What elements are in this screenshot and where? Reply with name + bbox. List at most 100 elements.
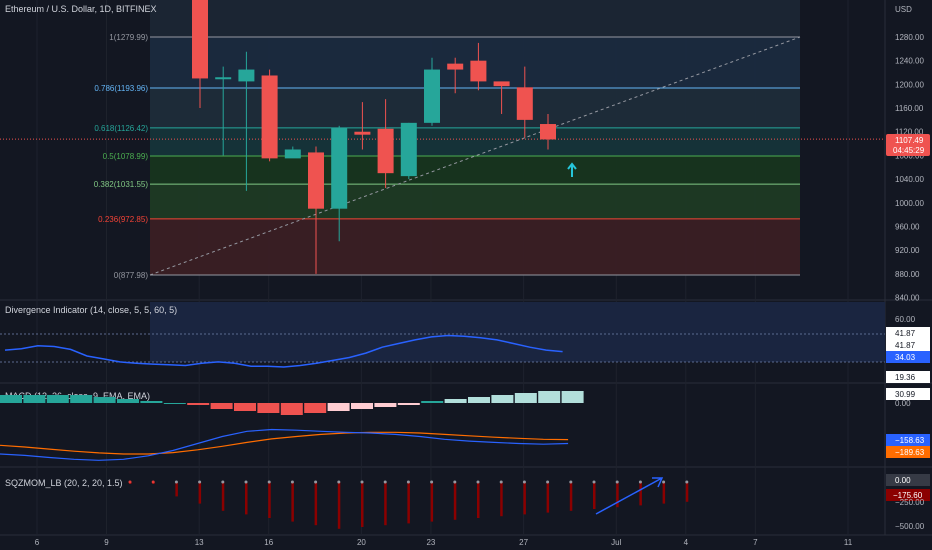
fib-level-label: 0(877.98) — [114, 271, 149, 280]
macd-histogram-bar — [444, 399, 467, 403]
sqzmom-tick: −250.00 — [895, 498, 925, 507]
sqzmom-bar — [616, 482, 619, 508]
divergence-line — [4, 334, 563, 368]
time-tick: 16 — [264, 538, 273, 547]
macd-line — [0, 428, 569, 461]
divergence-value-c: 34.03 — [895, 353, 916, 362]
price-tick: 920.00 — [895, 246, 920, 255]
fib-zone — [150, 127, 800, 157]
price-tick: 1280.00 — [895, 33, 924, 42]
candle-body — [354, 131, 371, 135]
macd-histogram-bar — [70, 395, 93, 403]
sqzmom-label: SQZMOM_LB (20, 2, 20, 1.5) — [5, 478, 123, 488]
sqzmom-bar — [477, 482, 480, 518]
fib-zone-above — [150, 0, 800, 38]
macd-histogram-bar — [351, 403, 373, 409]
sqzmom-dot — [267, 480, 271, 484]
macd-histogram-bar — [304, 403, 327, 413]
time-tick: Jul — [611, 538, 621, 547]
candle-body — [331, 127, 348, 209]
sqzmom-dot — [569, 480, 573, 484]
macd-histogram-bar — [187, 403, 210, 405]
sqzmom-dot — [430, 480, 434, 484]
fib-zone — [150, 218, 800, 276]
macd-pane — [0, 385, 885, 465]
macd-histogram-bar — [397, 403, 420, 405]
last-price-badge — [886, 134, 930, 156]
macd-histogram-bar — [46, 395, 69, 403]
sqzmom-bar — [245, 482, 248, 515]
macd-histogram-bar — [561, 391, 584, 403]
price-tick: 1200.00 — [895, 80, 924, 89]
macd-histogram-bar — [491, 395, 514, 403]
candle-body — [447, 63, 464, 70]
divergence-label: Divergence Indicator (14, close, 5, 5, 6… — [5, 305, 177, 315]
price-tick: 1160.00 — [895, 104, 924, 113]
candle-body — [377, 128, 394, 174]
candle-body — [261, 75, 278, 159]
divergence-badge-c — [886, 351, 930, 363]
candle-body — [284, 149, 301, 159]
time-tick: 11 — [844, 538, 853, 547]
sqzmom-bar — [268, 482, 271, 518]
sqzmom-bar — [662, 482, 666, 504]
divergence-band — [150, 302, 885, 362]
fib-zone — [150, 184, 800, 219]
divergence-badge-b — [886, 339, 930, 351]
sqzmom-bar — [291, 482, 294, 522]
bar-countdown: 04:45:29 — [893, 146, 925, 155]
macd-value-d: −189.63 — [895, 448, 925, 457]
divergence-badge-a — [886, 327, 930, 339]
time-tick: 9 — [104, 538, 109, 547]
candle-body — [493, 81, 510, 87]
macd-histogram-bar — [210, 403, 233, 409]
sqzmom-bar — [453, 482, 457, 520]
macd-histogram-bar — [327, 403, 350, 411]
sqzmom-bar — [314, 482, 318, 526]
macd-value-b: 30.99 — [895, 390, 916, 399]
time-tick: 23 — [426, 538, 435, 547]
sqzmom-bar — [198, 482, 202, 504]
macd-histogram-bar — [117, 399, 139, 403]
sqzmom-dot — [337, 480, 341, 484]
fib-level-label: 0.618(1126.42) — [94, 124, 148, 133]
fib-trend-line — [149, 36, 801, 276]
sqzmom-zero-tick: 0.00 — [895, 476, 911, 485]
macd-badge-a — [886, 371, 930, 383]
sqzmom-dot — [151, 480, 155, 484]
candle-body — [516, 87, 533, 120]
price-tick: 1040.00 — [895, 175, 924, 184]
sqzmom-dot — [406, 480, 410, 484]
time-tick: 27 — [519, 538, 528, 547]
sqzmom-bar — [546, 482, 550, 513]
fib-level-label: 0.382(1031.55) — [94, 180, 149, 189]
macd-value-a: 19.36 — [895, 373, 916, 382]
price-tick: 1000.00 — [895, 199, 924, 208]
sqzmom-bar — [685, 482, 689, 502]
macd-histogram-bar — [163, 403, 186, 404]
macd-zero-tick: 0.00 — [895, 399, 911, 408]
up-arrow-icon — [567, 162, 577, 177]
candle-body — [400, 122, 417, 177]
sqzmom-dot — [174, 480, 178, 484]
sqzmom-bar — [384, 482, 387, 526]
sqzmom-value-badge — [886, 489, 930, 501]
price-tick: 1120.00 — [895, 128, 924, 137]
candle-body — [424, 69, 440, 123]
sqzmom-bar — [500, 482, 503, 517]
fib-level-label: 0.236(972.85) — [98, 215, 148, 224]
sqzmom-dot — [476, 480, 480, 484]
time-tick: 4 — [684, 538, 689, 547]
fib-zone — [150, 87, 800, 128]
sqzmom-dot — [453, 480, 457, 484]
sqzmom-dot — [499, 480, 503, 484]
sqzmom-bar — [361, 482, 364, 527]
candle-body — [192, 0, 208, 79]
macd-value-c: −158.63 — [895, 436, 925, 445]
sqzmom-bar — [639, 482, 642, 506]
sqzmom-bar — [407, 482, 410, 524]
time-tick: 13 — [195, 538, 204, 547]
macd-histogram-bar — [421, 401, 444, 403]
